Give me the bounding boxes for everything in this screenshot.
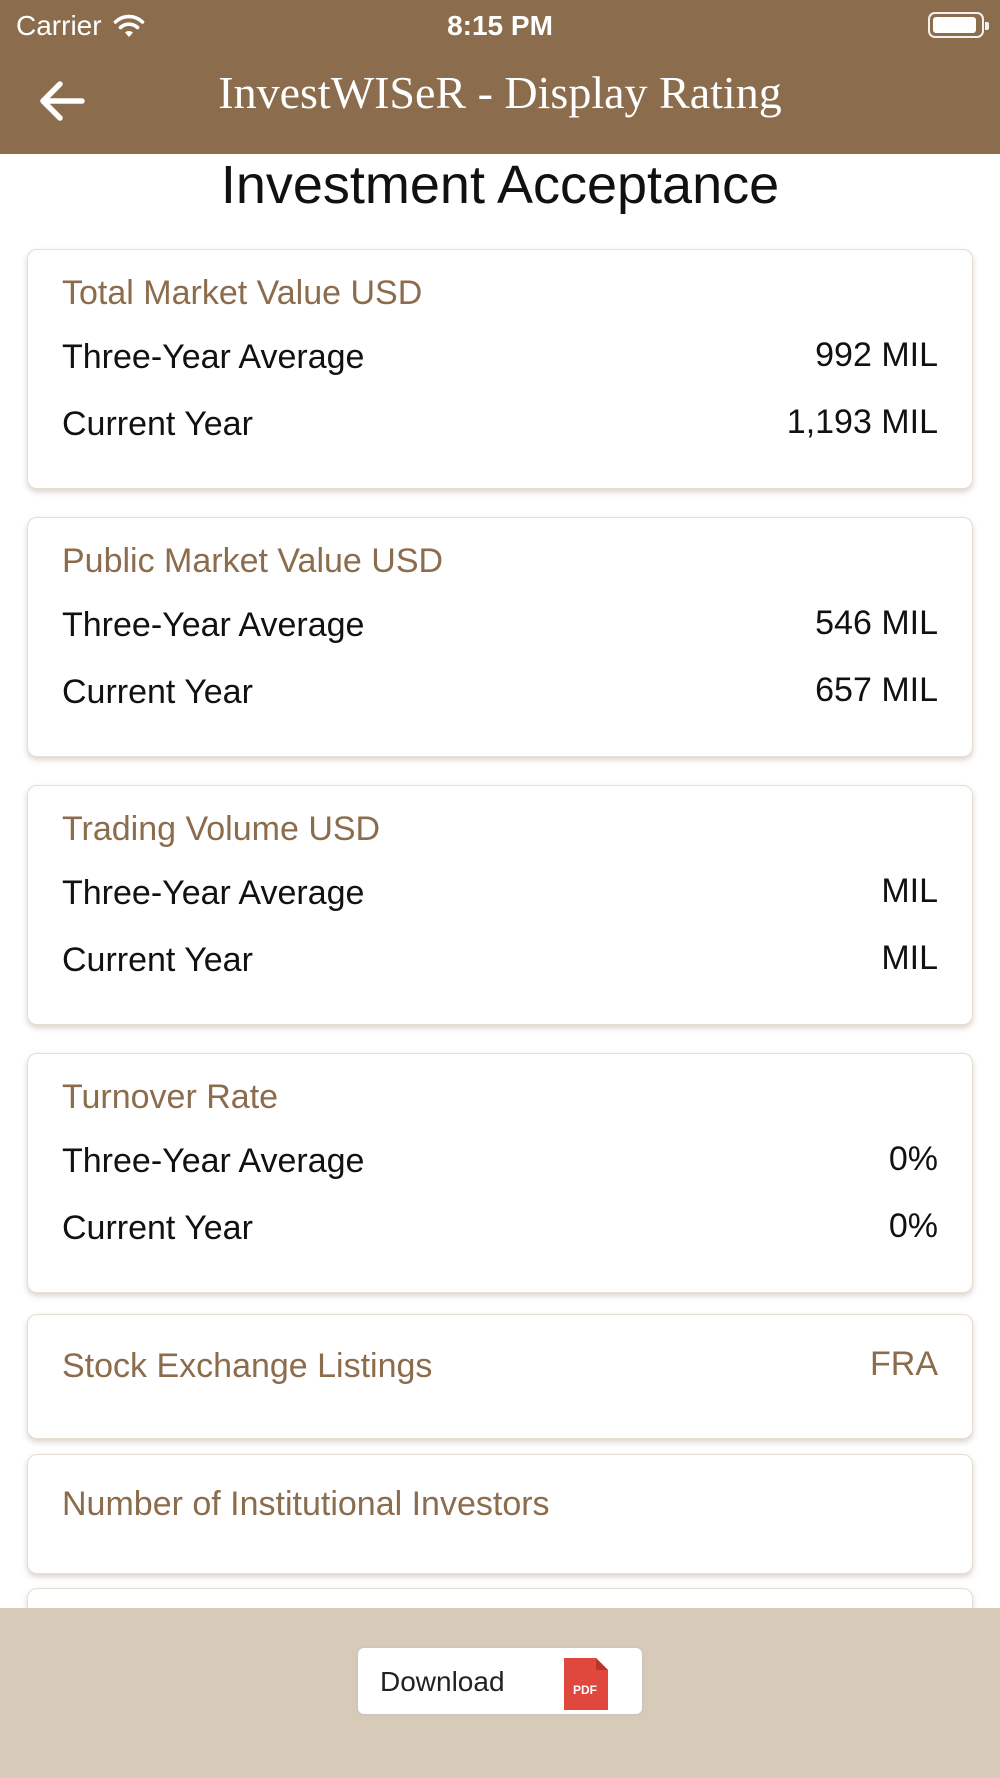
turnover-rate-card: Turnover Rate Three-Year Average 0% Curr…	[27, 1053, 973, 1293]
current-year-label: Current Year	[62, 1209, 253, 1247]
wifi-icon	[113, 14, 144, 37]
current-year-value: MIL	[881, 939, 938, 977]
card-title: Number of Institutional Investors	[62, 1485, 550, 1523]
three-year-average-value: 992 MIL	[815, 336, 938, 374]
current-year-label: Current Year	[62, 405, 253, 443]
download-label: Download	[380, 1666, 505, 1697]
three-year-average-label: Three-Year Average	[62, 338, 365, 376]
trading-volume-card: Trading Volume USD Three-Year Average MI…	[27, 785, 973, 1025]
three-year-average-label: Three-Year Average	[62, 1142, 365, 1180]
three-year-average-label: Three-Year Average	[62, 874, 365, 912]
three-year-average-label: Three-Year Average	[62, 606, 365, 644]
battery-icon	[928, 12, 989, 38]
current-year-label: Current Year	[62, 941, 253, 979]
pdf-badge-text: PDF	[573, 1683, 597, 1697]
top-bar: Carrier 8:15 PM InvestWISeR - Display Ra…	[0, 0, 1000, 154]
carrier-indicator: Carrier	[16, 10, 146, 42]
three-year-average-value: 546 MIL	[815, 604, 938, 642]
page-title: Investment Acceptance	[220, 155, 780, 215]
carrier-label: Carrier	[16, 10, 102, 41]
current-year-label: Current Year	[62, 673, 253, 711]
nav-title: InvestWISeR - Display Rating	[218, 67, 782, 118]
back-arrow-icon[interactable]	[36, 78, 86, 124]
stock-exchange-listings-card: Stock Exchange Listings FRA	[27, 1314, 973, 1439]
pdf-file-icon: PDF	[564, 1658, 608, 1710]
status-bar: Carrier 8:15 PM	[0, 0, 1000, 50]
three-year-average-value: MIL	[881, 872, 938, 910]
stock-exchange-value: FRA	[870, 1345, 938, 1383]
institutional-investors-card: Number of Institutional Investors	[27, 1454, 973, 1574]
current-year-value: 657 MIL	[815, 671, 938, 709]
status-time: 8:15 PM	[447, 10, 553, 41]
nav-bar: InvestWISeR - Display Rating	[0, 50, 1000, 154]
three-year-average-value: 0%	[888, 1140, 938, 1178]
total-market-value-card: Total Market Value USD Three-Year Averag…	[27, 249, 973, 489]
card-title: Trading Volume USD	[62, 810, 381, 848]
card-title: Stock Exchange Listings	[62, 1347, 433, 1385]
card-title: Turnover Rate	[62, 1078, 279, 1116]
download-pdf-button[interactable]: Download PDF	[356, 1646, 644, 1716]
card-title: Total Market Value USD	[62, 274, 423, 312]
bottom-toolbar: Download PDF	[0, 1608, 1000, 1778]
card-title: Public Market Value USD	[62, 542, 444, 580]
current-year-value: 0%	[888, 1207, 938, 1245]
current-year-value: 1,193 MIL	[786, 403, 938, 441]
public-market-value-card: Public Market Value USD Three-Year Avera…	[27, 517, 973, 757]
